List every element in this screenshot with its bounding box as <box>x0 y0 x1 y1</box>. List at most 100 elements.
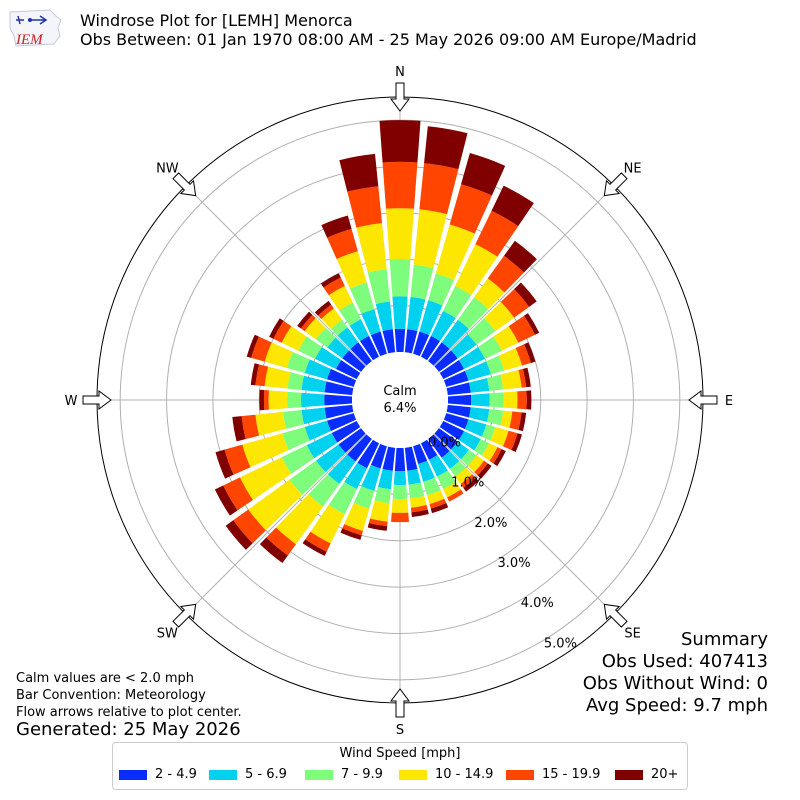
windrose-bar-segment <box>338 428 366 453</box>
windrose-bar-segment <box>315 346 342 370</box>
windrose-bar-segment <box>286 351 310 374</box>
windrose-bar-segment <box>377 469 393 490</box>
windrose-bar-segment <box>356 223 387 273</box>
windrose-bar-segment <box>413 443 428 465</box>
windrose-bar-segment <box>491 185 534 227</box>
windrose-bar-segment <box>331 420 361 443</box>
windrose-bar-segment <box>301 392 325 408</box>
windrose-bar-segment <box>428 342 450 366</box>
windrose-bar-segment <box>470 393 490 407</box>
windrose-bar-segment <box>469 407 490 423</box>
windrose-bar-segment <box>298 336 322 359</box>
windrose-bar-segment <box>439 420 465 441</box>
legend-swatch <box>305 770 333 780</box>
windrose-bar-segment <box>297 311 313 329</box>
windrose-bar-segment <box>273 320 292 343</box>
windrose-bar-segment <box>375 301 393 331</box>
chart-title: Windrose Plot for [LEMH] Menorca <box>80 11 353 30</box>
windrose-bar-segment <box>524 313 540 335</box>
windrose-bar-segment <box>489 392 504 408</box>
windrose-bars <box>214 120 540 564</box>
windrose-bar-segment <box>458 430 481 451</box>
windrose-bar-segment <box>382 329 396 354</box>
windrose-bar-segment <box>514 282 537 307</box>
windrose-bar-segment <box>241 414 260 440</box>
windrose-bar-segment <box>410 504 428 513</box>
windrose-bar-segment <box>413 331 430 357</box>
windrose-bar-segment <box>281 445 315 474</box>
compass-label-ne: NE <box>624 161 642 176</box>
windrose-bar-segment <box>339 153 379 192</box>
windrose-bar-segment <box>314 300 332 316</box>
windrose-bar-segment <box>418 460 435 482</box>
windrose-bar-segment <box>419 163 459 215</box>
windrose-bar-segment <box>493 326 519 351</box>
windrose-bar-segment <box>342 350 366 372</box>
windrose-bar-segment <box>419 300 443 336</box>
legend-label: 20+ <box>651 767 679 782</box>
windrose-bar-segment <box>367 269 390 305</box>
windrose-bar-segment <box>315 444 346 473</box>
windrose-bar-segment <box>359 335 380 361</box>
windrose-bar-segment <box>447 489 464 502</box>
windrose-bar-segment <box>327 368 357 387</box>
windrose-bar-segment <box>461 449 477 466</box>
windrose-bar-segment <box>430 310 456 342</box>
windrose-bar-segment <box>404 446 418 471</box>
windrose-bar-segment <box>486 374 504 391</box>
windrose-bar-segment <box>374 486 391 504</box>
windrose-bar-segment <box>518 412 527 432</box>
windrose-bar-segment <box>486 409 504 426</box>
compass-label-nw: NW <box>156 161 179 176</box>
windrose-bar-segment <box>518 368 527 388</box>
windrose-bar-segment <box>214 485 238 516</box>
summary-obs-used: Obs Used: 407413 <box>601 651 768 672</box>
windrose-bar-segment <box>340 528 362 540</box>
windrose-bar-segment <box>464 419 487 437</box>
windrose-bar-segment <box>259 389 265 411</box>
radial-tick-label: 5.0% <box>544 636 577 651</box>
windrose-bar-segment <box>420 439 438 460</box>
radial-tick-label: 0.0% <box>428 436 461 451</box>
windrose-bar-segment <box>487 255 524 293</box>
flow-arrow-icon <box>390 688 410 718</box>
windrose-bar-segment <box>283 410 305 429</box>
windrose-bar-segment <box>301 375 327 393</box>
windrose-bar-segment <box>328 481 357 515</box>
windrose-bar-segment <box>339 302 361 326</box>
windrose-bar-segment <box>370 443 387 469</box>
windrose-bar-segment <box>242 433 289 468</box>
windrose-bar-segment <box>250 363 260 386</box>
windrose-bar-segment <box>224 444 251 475</box>
windrose-bar-segment <box>349 282 375 314</box>
windrose-bar-segment <box>382 446 396 471</box>
windrose-bar-segment <box>344 462 368 490</box>
windrose-bar-segment <box>437 470 456 490</box>
legend-label: 15 - 19.9 <box>542 767 601 782</box>
radial-gridline <box>433 433 615 615</box>
legend-swatch <box>399 770 427 780</box>
windrose-bar-segment <box>289 460 326 495</box>
flow-arrows-note: Flow arrows relative to plot center. <box>16 705 242 720</box>
radial-gridline <box>433 185 615 367</box>
bar-convention-note: Bar Convention: Meteorology <box>16 688 206 703</box>
windrose-bar-segment <box>503 391 518 409</box>
windrose-bar-segment <box>455 467 473 485</box>
radial-tick-label: 4.0% <box>521 596 554 611</box>
windrose-bar-segment <box>264 342 293 368</box>
windrose-bar-segment <box>407 469 421 485</box>
flow-arrow-icon <box>172 172 197 197</box>
windrose-bar-segment <box>451 441 470 460</box>
windrose-bar-segment <box>504 240 537 273</box>
windrose-bar-segment <box>347 434 372 462</box>
windrose-bar-segment <box>408 482 425 499</box>
windrose-bar-segment <box>344 502 370 531</box>
compass-label-sw: SW <box>157 627 178 642</box>
windrose-bar-segment <box>255 364 269 387</box>
windrose-bar-segment <box>449 461 466 477</box>
windrose-bar-segment <box>478 336 502 359</box>
windrose-bar-segment <box>389 259 411 297</box>
windrose-bar-segment <box>308 474 340 507</box>
windrose-bar-segment <box>428 273 454 306</box>
